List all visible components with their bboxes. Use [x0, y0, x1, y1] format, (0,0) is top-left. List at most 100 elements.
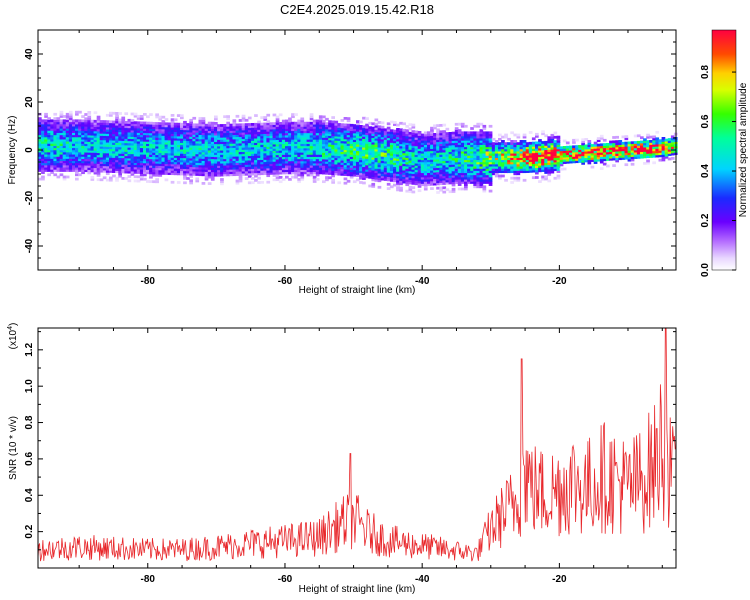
- heatmap-cell: [65, 156, 70, 159]
- heatmap-cell: [470, 133, 474, 137]
- heatmap-cell: [346, 149, 351, 153]
- heatmap-cell: [186, 155, 190, 159]
- heatmap-cell: [457, 181, 462, 184]
- heatmap-cell: [152, 169, 156, 173]
- heatmap-cell: [278, 145, 283, 149]
- heatmap-cell: [661, 156, 666, 160]
- heatmap-cell: [343, 153, 348, 157]
- heatmap-cell: [300, 158, 305, 162]
- heatmap-cell: [482, 178, 487, 182]
- heatmap-cell: [494, 142, 499, 145]
- heatmap-cell: [121, 116, 126, 120]
- heatmap-cell: [139, 125, 144, 129]
- heatmap-cell: [214, 141, 218, 145]
- heatmap-cell: [127, 170, 132, 174]
- colorbar-tick-label: 0.0: [700, 263, 711, 277]
- heatmap-cell: [393, 177, 397, 180]
- heatmap-cell: [149, 156, 153, 160]
- heatmap-cell: [454, 133, 459, 137]
- heatmap-cell: [312, 124, 317, 127]
- heatmap-cell: [328, 150, 332, 154]
- heatmap-cell: [201, 141, 206, 144]
- heatmap-cell: [473, 135, 477, 139]
- heatmap-cell: [581, 151, 585, 154]
- heatmap-cell: [531, 141, 536, 145]
- heatmap-cell: [235, 153, 240, 157]
- heatmap-cell: [337, 168, 342, 172]
- heatmap-cell: [501, 174, 505, 178]
- heatmap-cell: [414, 145, 419, 149]
- heatmap-cell: [244, 166, 249, 170]
- heatmap-cell: [115, 120, 119, 124]
- heatmap-cell: [525, 144, 530, 148]
- heatmap-cell: [238, 158, 243, 161]
- heatmap-cell: [297, 139, 301, 142]
- heatmap-cell: [445, 175, 450, 179]
- heatmap-cell: [263, 118, 268, 121]
- heatmap-cell: [186, 131, 190, 135]
- heatmap-cell: [312, 121, 317, 125]
- heatmap-cell: [109, 120, 113, 124]
- heatmap-cell: [423, 135, 428, 139]
- heatmap-cell: [488, 183, 493, 186]
- heatmap-cell: [572, 149, 576, 153]
- heatmap-cell: [201, 158, 206, 161]
- heatmap-cell: [155, 148, 159, 151]
- heatmap-cell: [599, 158, 604, 162]
- heatmap-cell: [75, 141, 79, 144]
- heatmap-cell: [627, 154, 632, 158]
- heatmap-cell: [130, 168, 135, 172]
- heatmap-cell: [454, 131, 459, 135]
- heatmap-cell: [414, 182, 419, 186]
- heatmap-cell: [204, 141, 209, 144]
- heatmap-cell: [325, 158, 329, 162]
- heatmap-cell: [386, 167, 391, 171]
- heatmap-cell: [408, 175, 413, 178]
- heatmap-cell: [41, 171, 45, 174]
- heatmap-cell: [288, 145, 292, 149]
- heatmap-cell: [130, 153, 135, 157]
- heatmap-cell: [99, 141, 104, 145]
- heatmap-cell: [479, 150, 484, 154]
- heatmap-cell: [479, 172, 484, 176]
- heatmap-cell: [399, 143, 403, 147]
- heatmap-cell: [457, 129, 462, 132]
- heatmap-cell: [427, 144, 431, 148]
- heatmap-cell: [303, 126, 308, 129]
- heatmap-cell: [260, 133, 264, 137]
- heatmap-cell: [68, 123, 73, 127]
- heatmap-cell: [510, 131, 514, 135]
- heatmap-cell: [306, 160, 311, 164]
- heatmap-cell: [482, 142, 487, 145]
- heatmap-cell: [504, 159, 508, 163]
- heatmap-cell: [90, 132, 95, 136]
- heatmap-cell: [291, 132, 295, 136]
- heatmap-cell: [266, 180, 271, 184]
- heatmap-cell: [251, 144, 255, 148]
- heatmap-cell: [41, 149, 45, 153]
- heatmap-cell: [62, 164, 67, 168]
- heatmap-cell: [423, 181, 428, 184]
- heatmap-cell: [207, 158, 212, 162]
- heatmap-cell: [81, 156, 85, 159]
- heatmap-cell: [198, 127, 203, 131]
- heatmap-cell: [164, 126, 169, 130]
- heatmap-cell: [198, 121, 203, 125]
- heatmap-cell: [266, 122, 271, 126]
- heatmap-cell: [578, 157, 582, 161]
- heatmap-cell: [322, 124, 326, 127]
- heatmap-cell: [291, 147, 295, 151]
- heatmap-cell: [581, 162, 585, 165]
- heatmap-cell: [467, 140, 471, 143]
- heatmap-cell: [297, 141, 301, 144]
- heatmap-cell: [457, 131, 462, 135]
- heatmap-cell: [507, 163, 511, 167]
- heatmap-cell: [309, 147, 314, 151]
- heatmap-cell: [112, 129, 116, 132]
- heatmap-cell: [331, 137, 335, 141]
- heatmap-cell: [53, 121, 58, 125]
- heatmap-cell: [498, 166, 502, 169]
- heatmap-cell: [513, 148, 518, 152]
- heatmap-cell: [405, 133, 410, 137]
- heatmap-cell: [420, 166, 425, 169]
